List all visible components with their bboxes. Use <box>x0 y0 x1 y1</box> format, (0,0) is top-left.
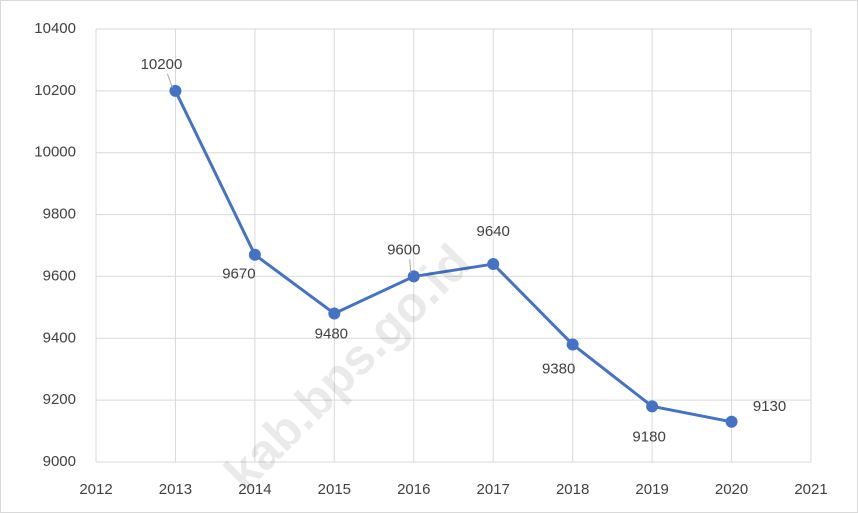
data-point <box>248 248 261 261</box>
data-label: 9380 <box>542 360 575 377</box>
y-tick-label: 9600 <box>43 267 76 284</box>
data-point <box>566 338 579 351</box>
y-tick-label: 9200 <box>43 391 76 408</box>
data-label: 9600 <box>387 241 420 258</box>
plot <box>166 73 738 428</box>
data-point <box>487 258 500 271</box>
x-tick-label: 2020 <box>715 481 748 498</box>
series-line <box>174 90 732 424</box>
data-label: 9180 <box>632 428 665 445</box>
data-point <box>725 415 738 428</box>
y-tick-label: 10400 <box>34 20 76 37</box>
data-label: 9670 <box>222 266 255 283</box>
data-point <box>646 400 659 413</box>
data-label: 10200 <box>141 56 183 73</box>
leader-line <box>409 259 412 274</box>
x-tick-label: 2012 <box>79 481 112 498</box>
grid <box>95 28 812 463</box>
leader-line <box>166 73 173 89</box>
x-tick-label: 2018 <box>556 481 589 498</box>
x-tick-label: 2015 <box>318 481 351 498</box>
y-tick-label: 9400 <box>43 329 76 346</box>
y-tick-label: 9800 <box>43 206 76 223</box>
y-tick-label: 9000 <box>43 453 76 470</box>
data-point <box>169 84 182 97</box>
data-label: 9640 <box>477 223 510 240</box>
data-point <box>328 307 341 320</box>
x-tick-label: 2013 <box>159 481 192 498</box>
data-label: 9130 <box>753 398 786 415</box>
x-tick-label: 2019 <box>635 481 668 498</box>
x-tick-label: 2021 <box>794 481 827 498</box>
x-tick-label: 2017 <box>477 481 510 498</box>
x-tick-label: 2016 <box>397 481 430 498</box>
x-tick-label: 2014 <box>238 481 271 498</box>
y-tick-label: 10200 <box>34 82 76 99</box>
y-tick-label: 10000 <box>34 144 76 161</box>
data-label: 9480 <box>315 326 348 343</box>
